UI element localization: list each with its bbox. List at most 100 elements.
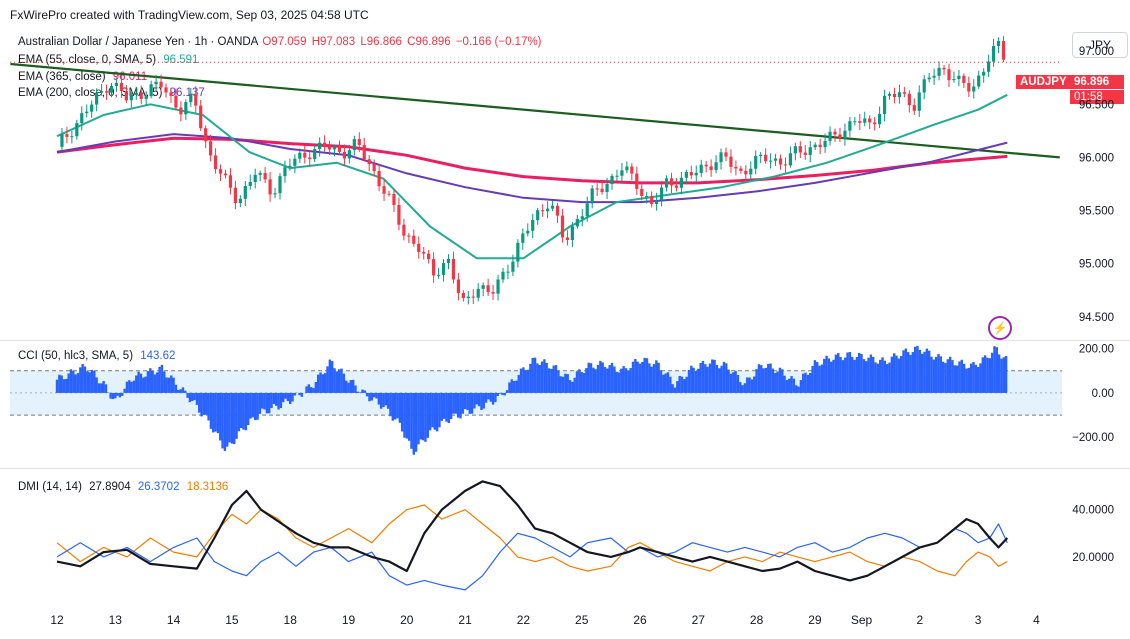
- cci-bar: [657, 362, 660, 393]
- cci-bar: [638, 363, 642, 393]
- candle-body: [352, 139, 356, 151]
- price-axis-tick-label: 95.000: [1079, 259, 1114, 271]
- cci-bar: [240, 392, 243, 429]
- cci-bar: [1002, 357, 1005, 393]
- candle-body: [927, 77, 931, 80]
- candle-body: [907, 93, 911, 106]
- candle-body: [273, 193, 277, 195]
- cci-bar: [960, 359, 964, 393]
- cci-legend[interactable]: CCI (50, hlc3, SMA, 5) 143.62: [18, 350, 179, 362]
- candle-body: [600, 188, 604, 193]
- cci-bar: [326, 366, 329, 393]
- cci-bar: [65, 378, 68, 393]
- cci-bar: [687, 369, 691, 393]
- candle-body: [630, 166, 634, 174]
- cci-bar: [536, 363, 539, 393]
- cci-bar: [876, 363, 880, 393]
- lightning-icon[interactable]: ⚡: [988, 316, 1012, 340]
- candle-body: [1001, 41, 1006, 60]
- cci-bar: [809, 372, 812, 393]
- candle-body: [60, 134, 64, 147]
- cci-bar: [519, 368, 523, 393]
- candle-body: [466, 296, 470, 298]
- candle-body: [793, 146, 797, 154]
- cci-bar: [114, 392, 117, 399]
- cci-bar: [170, 375, 173, 393]
- cci-bar: [95, 377, 98, 393]
- cci-bar: [911, 352, 915, 393]
- cci-bar: [578, 369, 581, 393]
- cci-bar: [151, 370, 154, 393]
- cci-bar: [351, 379, 355, 393]
- cci-bar: [480, 392, 483, 410]
- cci-bar: [1000, 358, 1003, 393]
- candle-body: [982, 71, 986, 76]
- pane-divider-cci[interactable]: [0, 468, 1130, 469]
- cci-bar: [289, 392, 292, 405]
- cci-bar: [407, 392, 411, 441]
- candle-body: [823, 140, 827, 148]
- cci-bar: [974, 364, 978, 393]
- price-axis-tick-label: 94.500: [1079, 312, 1114, 324]
- cci-bar: [620, 368, 623, 393]
- cci-bar: [475, 392, 478, 405]
- cci-bar: [522, 367, 525, 393]
- cci-bar: [368, 392, 371, 402]
- cci-bar: [270, 392, 273, 409]
- pane-divider-price[interactable]: [0, 340, 1130, 341]
- cci-bar: [228, 392, 231, 443]
- cci-bar: [100, 383, 103, 393]
- cci-bar: [389, 392, 392, 417]
- cci-bar: [330, 361, 334, 393]
- cci-bar: [174, 384, 178, 393]
- cci-bar: [860, 354, 863, 393]
- cci-bar: [55, 379, 59, 393]
- symbol-title: Australian Dollar / Japanese Yen · 1h · …: [18, 36, 259, 48]
- candle-body: [729, 156, 733, 167]
- price-axis-tick-label: 96.000: [1079, 152, 1114, 164]
- cci-bar: [223, 392, 227, 451]
- cci-bar: [109, 392, 112, 399]
- cci-bar: [142, 377, 145, 393]
- cci-bar: [200, 392, 203, 417]
- x-tick-label: 4: [1033, 613, 1040, 627]
- cci-bar: [494, 392, 497, 403]
- cci-bar: [587, 362, 590, 393]
- candle-body: [119, 82, 124, 92]
- candle-body: [506, 271, 510, 273]
- cci-bar: [885, 364, 889, 393]
- cci-bar: [123, 388, 126, 393]
- cci-bar: [769, 363, 772, 393]
- candle-body: [75, 123, 79, 137]
- candle-body: [456, 279, 460, 293]
- dmi-legend[interactable]: DMI (14, 14) 27.8904 26.3702 18.3136: [18, 481, 232, 493]
- cci-bar: [627, 370, 630, 393]
- candle-body: [436, 274, 441, 276]
- candle-body: [65, 134, 69, 137]
- candle-body: [332, 146, 337, 150]
- cci-bar: [934, 356, 938, 393]
- ema55-legend[interactable]: EMA (55, close, 0, SMA, 5) 96.591: [18, 54, 202, 66]
- ohlc-high: H97.083: [311, 36, 356, 48]
- candle-body: [213, 155, 218, 170]
- candle-body: [744, 170, 748, 175]
- cci-bar: [858, 352, 861, 393]
- cci-bar: [177, 389, 180, 393]
- candle-body: [833, 131, 837, 135]
- cci-bar: [275, 392, 278, 406]
- candle-body: [159, 81, 163, 88]
- cci-bar: [764, 367, 768, 393]
- cci-bar: [146, 371, 150, 393]
- candle-body: [357, 139, 361, 145]
- cci-bar: [265, 392, 269, 414]
- cci-bar: [323, 373, 327, 393]
- cci-bar: [790, 376, 793, 393]
- cci-bar: [384, 392, 388, 406]
- candle-body: [704, 164, 708, 167]
- cci-bar: [312, 388, 315, 393]
- candle-body: [585, 203, 589, 217]
- cci-bar: [216, 392, 220, 434]
- currency-button[interactable]: JPY: [1072, 32, 1128, 58]
- cci-bar: [804, 372, 807, 393]
